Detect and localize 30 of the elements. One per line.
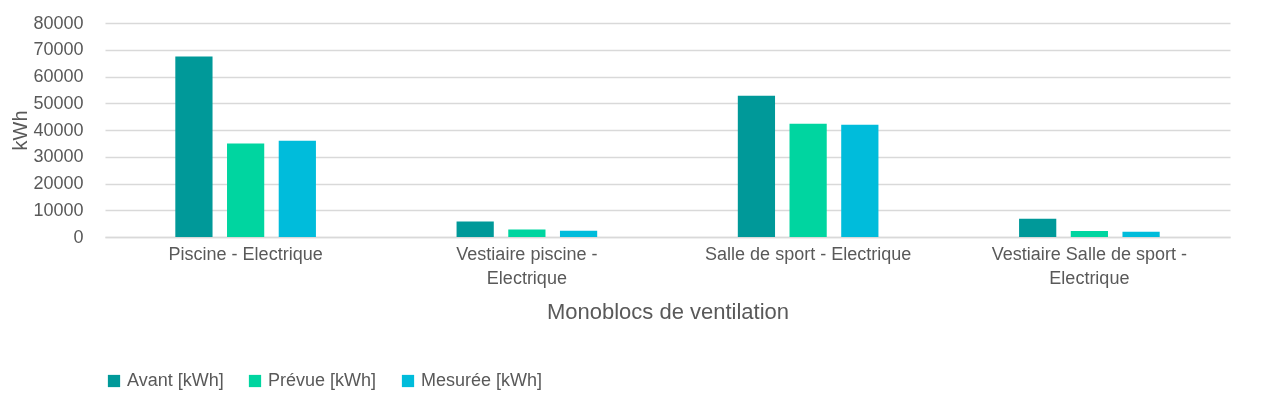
- y-tick-label: 40000: [33, 119, 84, 140]
- x-tick-label: Vestiaire Salle de sport - Electrique: [991, 243, 1187, 288]
- bar: [508, 229, 546, 237]
- y-tick-label: 10000: [33, 199, 84, 220]
- x-tick-label: Salle de sport - Electrique: [705, 243, 912, 264]
- bar: [278, 140, 316, 237]
- y-tick-label: 0: [73, 226, 84, 247]
- y-axis-title: kWh: [9, 110, 32, 151]
- x-tick-label: Piscine - Electrique: [168, 243, 323, 264]
- bar: [841, 124, 879, 237]
- y-tick-label: 20000: [33, 173, 84, 193]
- x-tick-label: Vestiaire piscine - Electrique: [456, 243, 598, 288]
- bar: [1019, 218, 1057, 237]
- y-tick-label: 50000: [33, 92, 84, 113]
- legend-label: Prévue [kWh]: [268, 370, 377, 390]
- bar: [227, 143, 265, 237]
- bar: [559, 230, 598, 237]
- y-tick-label: 80000: [33, 12, 84, 33]
- bar: [1070, 231, 1108, 237]
- bar: [456, 221, 494, 237]
- bar: [1122, 231, 1160, 237]
- y-tick-label: 60000: [33, 66, 84, 86]
- x-axis-title: Monoblocs de ventilation: [546, 298, 790, 324]
- bar: [789, 123, 827, 237]
- y-tick-label: 30000: [33, 146, 84, 167]
- legend-label: Mesurée [kWh]: [421, 370, 543, 390]
- y-tick-label: 70000: [33, 39, 84, 60]
- legend-label: Avant [kWh]: [127, 370, 224, 390]
- bar: [175, 56, 213, 237]
- bar: [737, 95, 776, 237]
